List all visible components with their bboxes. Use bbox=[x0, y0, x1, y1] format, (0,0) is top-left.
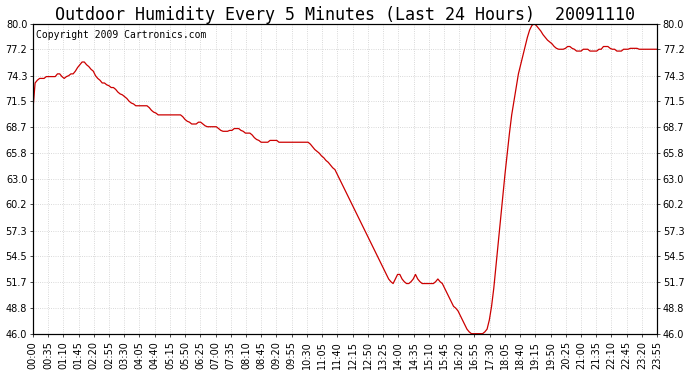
Title: Outdoor Humidity Every 5 Minutes (Last 24 Hours)  20091110: Outdoor Humidity Every 5 Minutes (Last 2… bbox=[55, 6, 635, 24]
Text: Copyright 2009 Cartronics.com: Copyright 2009 Cartronics.com bbox=[36, 30, 206, 40]
